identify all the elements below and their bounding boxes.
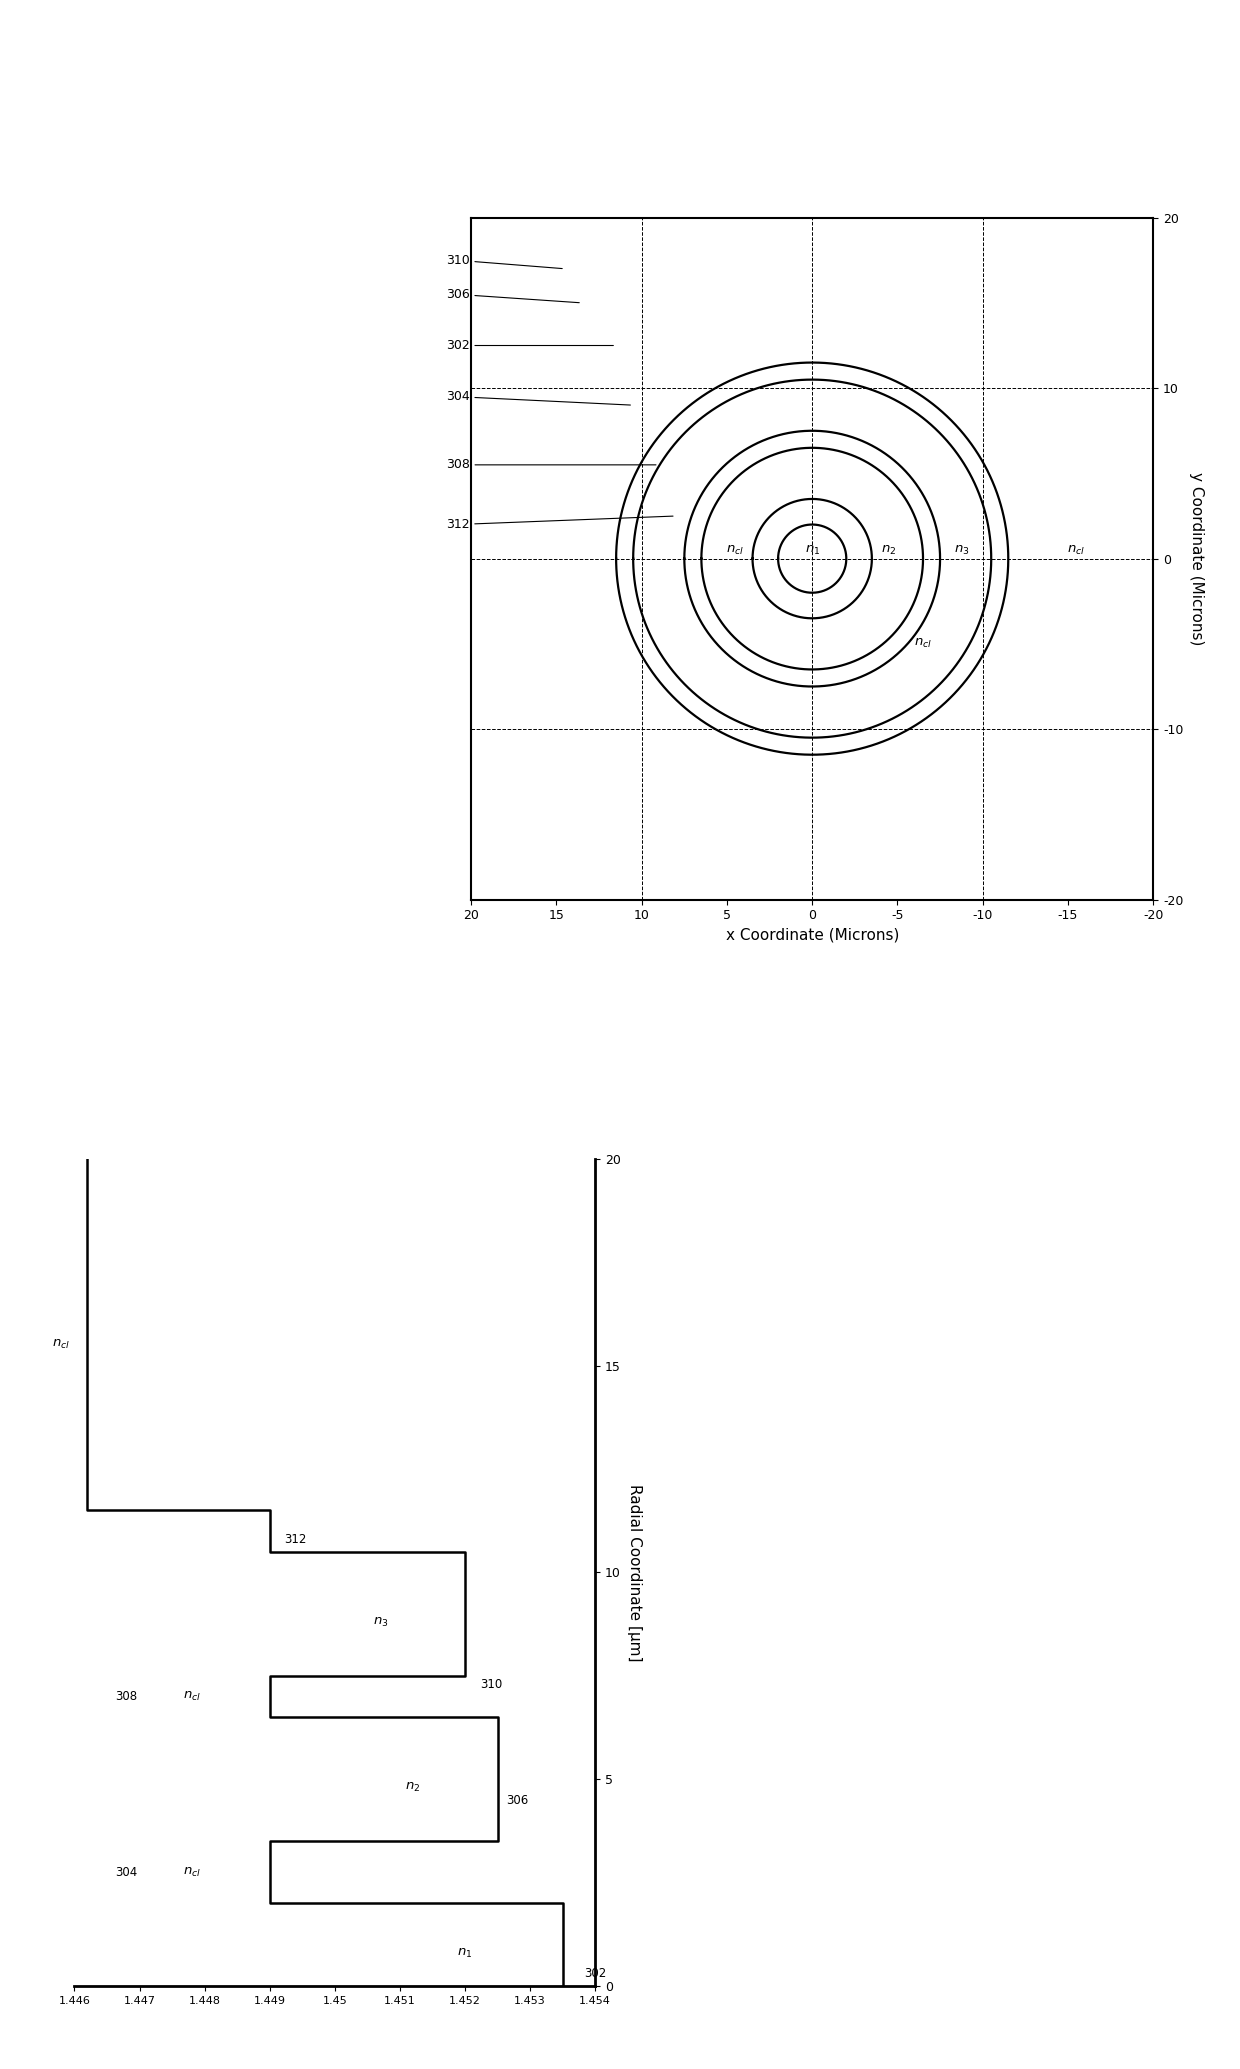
Text: $n_{cl}$: $n_{cl}$	[52, 1339, 71, 1351]
Y-axis label: Radial Coordinate [μm]: Radial Coordinate [μm]	[626, 1483, 641, 1661]
Text: 308: 308	[445, 459, 656, 472]
Text: $n_{cl}$: $n_{cl}$	[914, 637, 932, 650]
Text: $n_{cl}$: $n_{cl}$	[182, 1690, 201, 1703]
Text: $n_{cl}$: $n_{cl}$	[182, 1866, 201, 1879]
Text: 302: 302	[445, 339, 614, 352]
Text: 304: 304	[115, 1866, 138, 1879]
Text: $n_{cl}$: $n_{cl}$	[727, 544, 744, 557]
Text: 306: 306	[506, 1794, 528, 1806]
Text: 310: 310	[480, 1678, 502, 1690]
Text: 310: 310	[445, 254, 562, 269]
X-axis label: x Coordinate (Microns): x Coordinate (Microns)	[725, 927, 899, 943]
Text: 312: 312	[445, 515, 673, 532]
Text: $n_2$: $n_2$	[882, 544, 897, 557]
Text: $n_1$: $n_1$	[458, 1947, 472, 1959]
Text: $n_1$: $n_1$	[805, 544, 820, 557]
Y-axis label: y Coordinate (Microns): y Coordinate (Microns)	[1189, 472, 1204, 646]
Text: $n_3$: $n_3$	[372, 1616, 388, 1628]
Text: $n_3$: $n_3$	[955, 544, 970, 557]
Text: 308: 308	[115, 1690, 138, 1703]
Text: 306: 306	[445, 288, 579, 302]
Text: $n_{cl}$: $n_{cl}$	[1068, 544, 1085, 557]
Text: 302: 302	[584, 1968, 606, 1980]
Text: $n_2$: $n_2$	[405, 1781, 420, 1794]
Text: 304: 304	[445, 391, 630, 406]
Text: 312: 312	[284, 1533, 308, 1546]
